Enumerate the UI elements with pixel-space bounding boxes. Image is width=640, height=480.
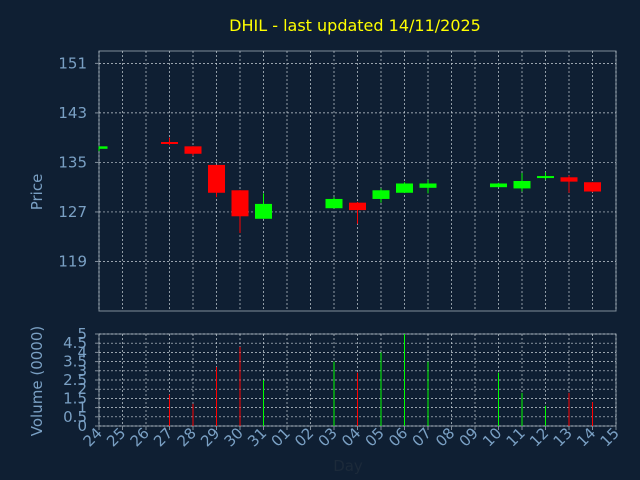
volume-tick-label: 2.5	[63, 371, 87, 389]
candle-body	[513, 181, 531, 189]
volume-tick-label: 2	[77, 380, 87, 398]
candle-body	[231, 190, 249, 217]
price-y-ticks: 119 127 135 143 151	[58, 54, 99, 270]
candle-14	[584, 182, 601, 193]
candle-13	[560, 175, 578, 193]
volume-y-ticks: 00.511.522.533.544.55	[63, 325, 99, 435]
price-tick-label: 143	[58, 104, 87, 122]
volume-bars	[169, 334, 593, 426]
x-axis-label: Day	[333, 457, 363, 475]
candle-body	[208, 164, 225, 193]
candle-body	[419, 183, 437, 188]
candle-03	[325, 197, 343, 209]
volume-tick-label: 3	[77, 362, 87, 380]
candle-27	[161, 137, 178, 146]
candle-body	[184, 146, 202, 154]
volume-tick-label: 5	[77, 325, 87, 343]
candle-11	[513, 172, 531, 192]
volume-tick-label: 0.5	[63, 408, 87, 426]
price-axis-label: Price	[28, 174, 46, 211]
candle-04	[349, 202, 366, 224]
candle-30	[231, 190, 249, 233]
candle-body	[372, 190, 390, 199]
volume-tick-label: 1	[77, 399, 87, 417]
candle-10	[490, 182, 507, 188]
volume-tick-label: 4.5	[63, 334, 87, 352]
candle-05	[372, 188, 390, 203]
candle-31	[255, 193, 272, 219]
price-tick-label: 135	[58, 153, 87, 171]
price-tick-label: 119	[58, 252, 87, 270]
volume-tick-label: 4	[77, 343, 87, 361]
volume-tick-label: 0	[77, 417, 87, 435]
chart-title: DHIL - last updated 14/11/2025	[229, 16, 481, 35]
x-axis-ticks: 2425262728293031010203040506070809101112…	[80, 424, 623, 450]
candle-29	[208, 164, 225, 198]
candle-body	[560, 177, 578, 182]
volume-tick-label: 3.5	[63, 353, 87, 371]
candle-24	[98, 146, 108, 152]
price-tick-label: 151	[58, 54, 87, 72]
candle-body	[255, 203, 272, 219]
candle-body	[584, 182, 601, 192]
volume-axis-label: Volume (0000)	[28, 326, 46, 436]
candles	[98, 137, 601, 233]
candle-28	[184, 146, 202, 156]
candle-body	[99, 146, 108, 149]
candle-07	[419, 179, 437, 194]
candle-body	[490, 183, 507, 188]
price-tick-label: 127	[58, 203, 87, 221]
candle-06	[396, 182, 413, 193]
candle-body	[349, 202, 366, 211]
volume-tick-label: 1.5	[63, 389, 87, 407]
candle-body	[396, 183, 413, 193]
candle-body	[537, 176, 554, 179]
candle-body	[325, 198, 343, 209]
candle-body	[161, 142, 178, 144]
candle-12	[537, 172, 554, 180]
